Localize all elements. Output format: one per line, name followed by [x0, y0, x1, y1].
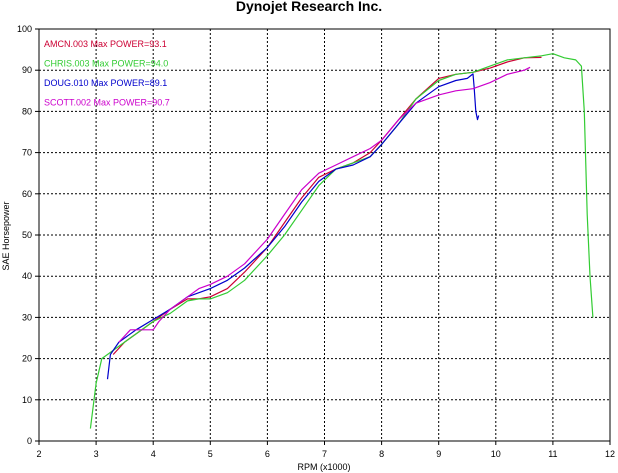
y-tick-label: 100 — [17, 24, 32, 34]
x-tick-label: 9 — [436, 449, 441, 459]
legend-entry: CHRIS.003 Max POWER=94.0 — [44, 59, 168, 69]
grid — [39, 29, 610, 441]
series-line-doug-010 — [106, 73, 480, 380]
y-tick-label: 10 — [22, 395, 32, 405]
y-tick-label: 60 — [22, 189, 32, 199]
y-tick-label: 30 — [22, 312, 32, 322]
x-tick-label: 6 — [265, 449, 270, 459]
y-tick-label: 80 — [22, 106, 32, 116]
y-tick-label: 20 — [22, 354, 32, 364]
x-tick-label: 2 — [36, 449, 41, 459]
y-tick-label: 70 — [22, 148, 32, 158]
y-tick-label: 40 — [22, 271, 32, 281]
y-tick-label: 0 — [27, 436, 32, 446]
x-tick-label: 12 — [605, 449, 615, 459]
x-tick-label: 10 — [491, 449, 501, 459]
x-axis-label: RPM (x1000) — [297, 462, 350, 472]
x-tick-label: 3 — [94, 449, 99, 459]
x-tick-label: 8 — [379, 449, 384, 459]
x-tick-label: 11 — [548, 449, 557, 459]
x-tick-label: 5 — [208, 449, 213, 459]
series-lines — [89, 53, 594, 429]
legend: AMCN.003 Max POWER=93.1 CHRIS.003 Max POW… — [44, 39, 170, 108]
chart-title: Dynojet Research Inc. — [236, 0, 382, 14]
legend-entry: AMCN.003 Max POWER=93.1 — [44, 39, 167, 49]
legend-entry: SCOTT.002 Max POWER=90.7 — [44, 98, 170, 108]
y-tick-label: 50 — [22, 230, 32, 240]
legend-entry: DOUG.010 Max POWER=89.1 — [44, 78, 167, 88]
series-line-chris-003 — [89, 53, 594, 429]
x-tick-label: 4 — [151, 449, 156, 459]
series-line-amcn-003 — [112, 56, 542, 355]
y-axis-label: SAE Horsepower — [1, 201, 11, 270]
y-tick-label: 90 — [22, 65, 32, 75]
tick-labels: 2 3 4 5 6 7 8 9 10 11 12 0 10 20 30 40 50 60 70 80 90 100 — [17, 24, 615, 459]
x-tick-label: 7 — [322, 449, 327, 459]
series-line-scott-002 — [118, 66, 531, 343]
